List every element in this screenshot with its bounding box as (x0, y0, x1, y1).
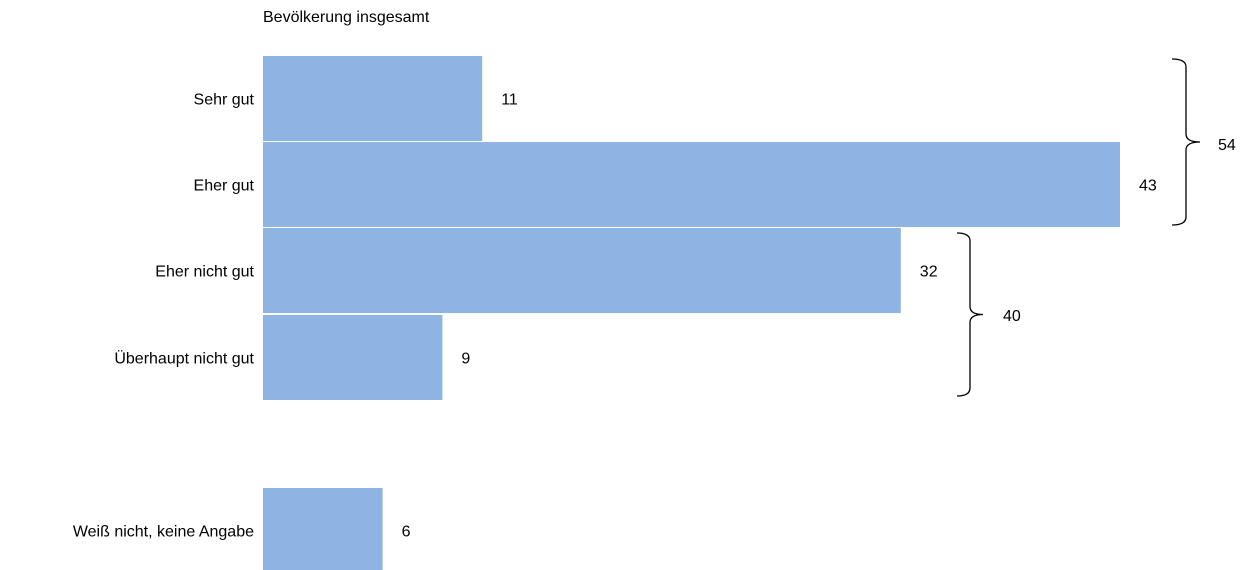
bar-eher-gut (263, 142, 1120, 227)
category-label-eher-nicht-gut: Eher nicht gut (155, 264, 254, 281)
value-label-eher-nicht-gut: 32 (920, 264, 938, 281)
value-labels-group: 11 43 32 9 6 (402, 92, 1157, 541)
value-label-sehr-gut: 11 (501, 92, 518, 109)
bar-eher-nicht-gut (263, 228, 901, 313)
group-bracket-1 (1171, 58, 1201, 226)
value-label-ueberhaupt-nicht-gut: 9 (461, 351, 470, 368)
bar-ueberhaupt-nicht-gut (263, 315, 443, 400)
category-label-ueberhaupt-nicht-gut: Überhaupt nicht gut (114, 350, 254, 368)
group-total-label-1: 54 (1218, 137, 1236, 154)
bar-sehr-gut (263, 56, 483, 141)
bars-group (263, 56, 1120, 570)
group-total-label-2: 40 (1003, 308, 1021, 325)
group-brackets: 54 40 (956, 58, 1236, 397)
category-label-sehr-gut: Sehr gut (194, 92, 255, 109)
value-label-weiss-nicht-keine-angabe: 6 (402, 524, 411, 541)
group-bracket-2 (956, 232, 984, 397)
category-label-weiss-nicht-keine-angabe: Weiß nicht, keine Angabe (73, 524, 254, 541)
category-label-eher-gut: Eher gut (194, 178, 255, 195)
chart-title: Bevölkerung insgesamt (263, 9, 430, 26)
bar-weiss-nicht-keine-angabe (263, 488, 383, 570)
category-labels-group: Sehr gut Eher gut Eher nicht gut Überhaupt … (73, 92, 255, 541)
value-label-eher-gut: 43 (1139, 178, 1157, 195)
